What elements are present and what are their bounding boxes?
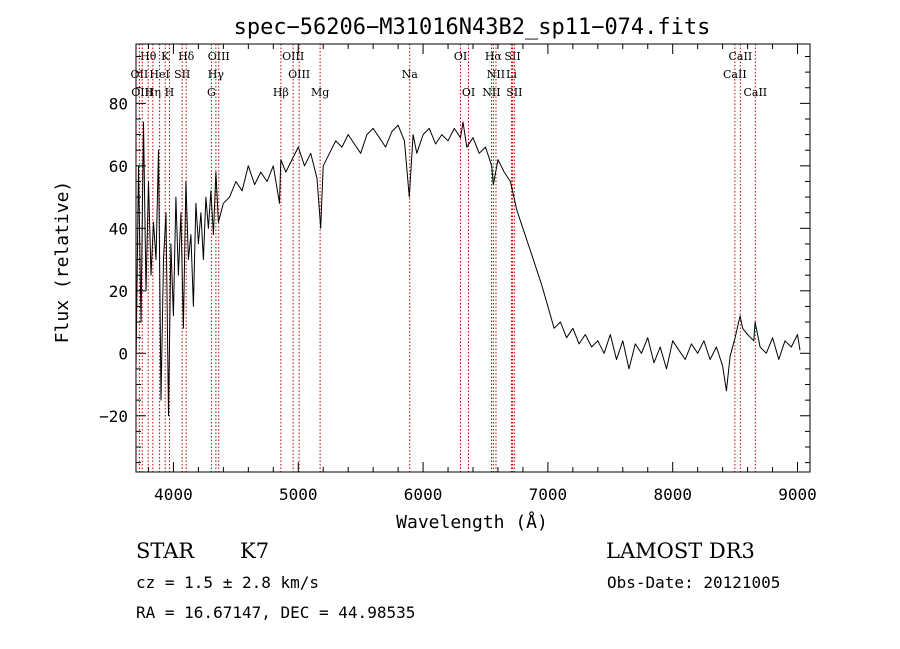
redshift-label: cz = 1.5 ± 2.8 km/s <box>136 573 320 592</box>
x-tick-label: 9000 <box>778 485 817 504</box>
spectral-line-label: NII <box>482 86 500 99</box>
y-axis-label: Flux (relative) <box>52 181 73 344</box>
chart-title: spec−56206−M31016N43B2_sp11−074.fits <box>234 15 711 40</box>
spectral-line-label: OIII <box>288 68 310 81</box>
spectral-line-label: OII <box>131 68 149 81</box>
spectral-line-label: G <box>207 86 216 99</box>
spectrum-line <box>135 121 801 417</box>
plot-frame <box>135 43 811 473</box>
x-tick-label: 6000 <box>404 485 443 504</box>
survey-label: LAMOST DR3 <box>606 539 755 563</box>
y-tick-label: 80 <box>109 94 128 113</box>
x-tick-label: 5000 <box>279 485 318 504</box>
class-label: STAR <box>136 539 195 563</box>
y-tick-label: 60 <box>109 157 128 176</box>
spectral-line-label: OI <box>462 86 475 99</box>
spectral-line-label: H <box>165 86 175 99</box>
spectral-line-label: Li <box>506 68 517 81</box>
spectral-line-label: Mg <box>311 86 329 99</box>
spectral-line-label: CaII <box>723 68 747 81</box>
x-tick-label: 7000 <box>529 485 568 504</box>
y-tick-label: −20 <box>99 407 128 426</box>
spectral-line-label: OIII <box>131 86 153 99</box>
spectral-line-label: OI <box>454 50 467 63</box>
x-tick-label: 4000 <box>154 485 193 504</box>
spectral-line-label: Hβ <box>273 86 289 99</box>
spectral-line-label: Hα <box>485 50 503 63</box>
y-tick-label: 40 <box>109 219 128 238</box>
spectral-line-label: CaII <box>729 50 753 63</box>
spectral-line-label: OIII <box>208 50 230 63</box>
spectral-line-label: Hθ <box>140 50 157 63</box>
coordinates-label: RA = 16.67147, DEC = 44.98535 <box>136 603 416 622</box>
y-tick-label: 0 <box>118 344 128 363</box>
spectral-line-label: Hη <box>145 86 161 99</box>
spectral-line-label: OIII <box>282 50 304 63</box>
spectral-line-label: NII <box>487 68 505 81</box>
subclass-label: K7 <box>240 539 270 563</box>
spectral-line-label: K <box>161 50 170 63</box>
x-axis-label: Wavelength (Å) <box>396 511 548 533</box>
spectral-line-label: SII <box>504 50 520 63</box>
spectral-line-label: Hδ <box>178 50 195 63</box>
x-tick-label: 8000 <box>653 485 692 504</box>
axis-ticks: 4000 5000 6000 7000 8000 9000 −20 0 20 40 60 80 <box>99 44 817 504</box>
spectral-line-label: Na <box>402 68 419 81</box>
spectral-line-label: SII <box>506 86 522 99</box>
spectral-line-label: SII <box>174 68 190 81</box>
y-tick-label: 20 <box>109 282 128 301</box>
spectral-line-label: HeI <box>149 68 169 81</box>
spectral-line-label: CaII <box>743 86 767 99</box>
obs-date-label: Obs-Date: 20121005 <box>607 573 781 592</box>
spectral-line-label: Hγ <box>208 68 225 81</box>
